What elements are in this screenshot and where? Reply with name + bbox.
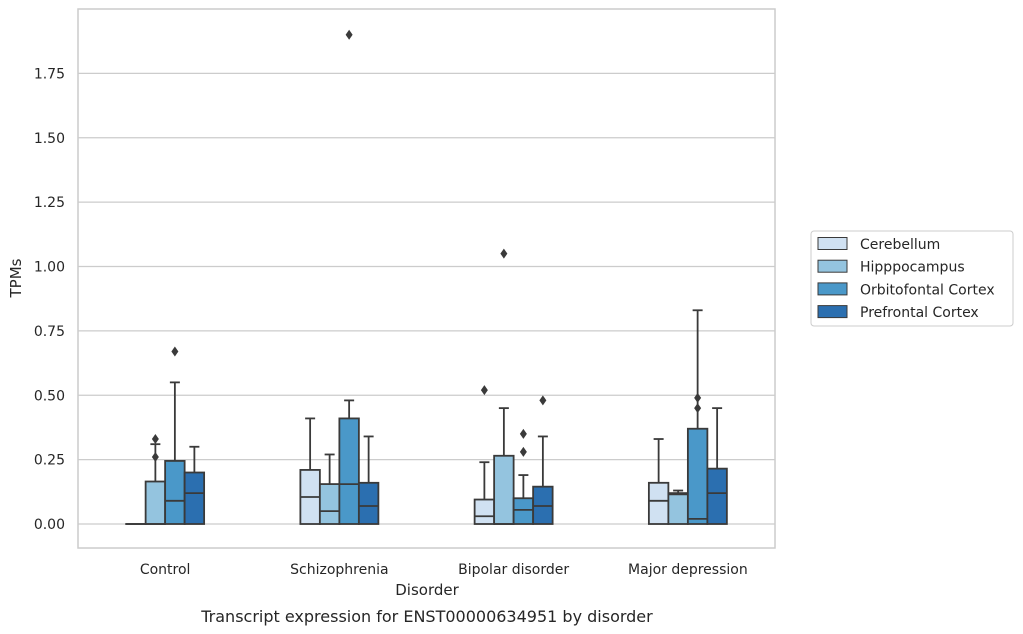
box-rect [686,427,709,525]
box-rect [493,454,515,525]
y-tick-label: 0.50 [34,388,65,404]
legend: Cerebellum Hipppocampus Orbitofontal Corte… [810,230,1014,327]
box-0-2 [164,346,186,525]
outlier-point [694,392,702,403]
outlier-point [539,395,547,406]
legend-label: Hipppocampus [860,260,965,276]
box-1-3 [357,435,380,525]
box-2-1 [493,248,515,525]
outlier-point [519,428,527,439]
box-2-3 [532,395,554,525]
y-tick-labels: 0.00 0.25 0.50 0.75 1.00 1.25 1.50 1.75 [34,66,65,533]
box-0-3 [183,445,206,525]
legend-frame [810,230,1014,327]
outlier-point [500,248,508,259]
legend-label: Cerebellum [860,237,940,253]
box-rect [338,417,360,525]
y-tick-label: 0.25 [34,453,65,469]
box-rect [357,481,380,525]
x-tick-label: Control [140,562,191,578]
outlier-point [480,385,488,396]
chart-caption: Transcript expression for ENST0000063495… [200,607,653,626]
y-tick-label: 0.75 [34,324,65,340]
legend-label: Prefrontal Cortex [860,305,979,321]
outlier-point [151,452,159,463]
box-rect [647,481,670,525]
x-tick-label: Major depression [628,562,748,578]
box-3-3 [706,407,728,525]
box-rect [144,480,167,525]
x-tick-labels: Control Schizophrenia Bipolar disorder Majo… [140,562,748,578]
legend-label: Orbitofontal Cortex [860,282,995,298]
outlier-point [345,29,353,40]
legend-item: Cerebellum [817,237,940,253]
legend-item: Orbitofontal Cortex [817,282,995,298]
x-tick-label: Schizophrenia [290,562,388,578]
outlier-point [151,434,159,445]
box-rect [667,492,689,525]
y-tick-label: 0.00 [34,517,65,533]
box-3-1 [667,489,689,525]
box-2-0 [473,385,496,525]
box-0-1 [144,434,167,525]
legend-swatch [817,282,848,296]
legend-swatch [817,305,848,319]
box-rect [473,498,496,525]
box-2-2 [512,428,535,525]
y-tick-label: 1.00 [34,260,65,276]
outlier-point [519,446,527,457]
outlier-point [171,346,179,357]
box-rect [706,467,728,525]
legend-swatch [817,237,848,250]
legend-item: Prefrontal Cortex [817,305,979,321]
box-rect [318,483,341,525]
legend-swatch [817,259,848,273]
x-axis-label: Disorder [395,581,459,599]
y-tick-label: 1.75 [34,66,65,82]
y-tick-label: 1.50 [34,131,65,147]
outlier-point [694,403,702,414]
box-rect [512,497,535,525]
legend-items: Cerebellum Hipppocampus Orbitofontal Corte… [817,237,995,321]
y-tick-label: 1.25 [34,195,65,211]
y-axis-label: TPMs [7,258,25,298]
box-rect [183,471,206,525]
box-1-2 [338,29,360,525]
box-rect [164,460,186,525]
legend-item: Hipppocampus [817,259,965,276]
x-tick-label: Bipolar disorder [458,562,569,578]
box-plots [125,29,728,525]
